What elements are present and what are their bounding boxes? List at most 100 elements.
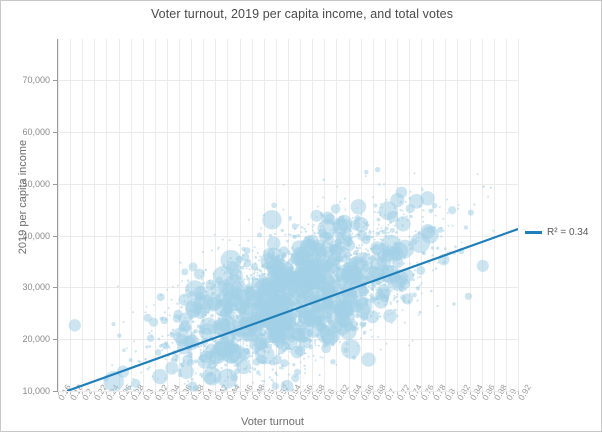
scatter-point — [349, 219, 361, 231]
scatter-point — [373, 293, 389, 309]
scatter-point — [385, 342, 388, 345]
y-axis-title: 2019 per capita income — [17, 139, 29, 255]
scatter-point — [396, 293, 399, 296]
scatter-point — [254, 262, 257, 265]
scatter-point — [258, 273, 261, 276]
y-tick-mark — [53, 132, 57, 134]
scatter-point — [152, 368, 168, 385]
scatter-point — [357, 218, 360, 221]
scatter-point — [253, 367, 257, 371]
scatter-point — [476, 259, 489, 272]
scatter-point — [421, 215, 424, 218]
scatter-point — [161, 343, 164, 346]
scatter-point — [217, 246, 220, 249]
scatter-point — [303, 357, 306, 360]
scatter-point — [304, 352, 307, 355]
scatter-point — [371, 256, 374, 259]
x-tick-mark — [457, 391, 459, 395]
scatter-point — [397, 218, 400, 222]
scatter-point — [278, 366, 282, 370]
scatter-point — [111, 363, 114, 366]
scatter-point — [430, 289, 433, 293]
scatter-point — [68, 319, 81, 332]
scatter-point — [434, 267, 438, 270]
scatter-point — [380, 227, 383, 230]
x-tick-mark — [142, 391, 144, 395]
scatter-point — [395, 295, 398, 299]
scatter-point — [261, 264, 265, 267]
scatter-point — [128, 386, 131, 389]
scatter-point — [379, 348, 382, 351]
scatter-point — [343, 197, 347, 200]
scatter-point — [165, 345, 168, 348]
scatter-point — [392, 261, 395, 264]
scatter-point — [242, 342, 245, 345]
scatter-point — [313, 342, 316, 344]
scatter-point — [311, 226, 314, 229]
scatter-point — [208, 320, 211, 323]
scatter-point — [224, 363, 228, 367]
scatter-point — [312, 223, 315, 227]
scatter-point — [420, 282, 423, 285]
scatter-point — [253, 246, 256, 249]
scatter-point — [378, 312, 381, 315]
scatter-point — [342, 264, 346, 267]
scatter-point — [446, 251, 449, 254]
scatter-point — [339, 287, 342, 290]
scatter-point — [447, 224, 450, 227]
scatter-point — [322, 196, 325, 199]
scatter-point — [357, 247, 360, 250]
scatter-point — [233, 364, 236, 367]
scatter-point — [446, 198, 449, 201]
scatter-point — [251, 352, 254, 355]
scatter-point — [400, 294, 406, 301]
scatter-point — [404, 200, 407, 203]
scatter-point — [390, 322, 393, 325]
scatter-point — [134, 350, 137, 353]
x-tick-mark — [191, 391, 193, 395]
scatter-point — [384, 226, 389, 231]
y-tick-label: 40,000 — [22, 230, 50, 241]
scatter-point — [210, 249, 213, 252]
scatter-point — [245, 344, 248, 347]
scatter-point — [289, 233, 292, 236]
scatter-point — [365, 248, 368, 251]
scatter-point — [288, 216, 291, 219]
x-tick-mark — [166, 391, 168, 395]
scatter-point — [393, 296, 396, 300]
scatter-point — [374, 166, 381, 173]
scatter-point — [408, 235, 411, 238]
x-tick-mark — [118, 391, 120, 395]
scatter-point — [184, 317, 187, 320]
x-tick-mark — [82, 391, 84, 395]
scatter-point — [288, 350, 291, 353]
scatter-point — [280, 359, 289, 368]
scatter-point — [444, 257, 447, 260]
scatter-point — [261, 380, 264, 383]
scatter-point — [161, 335, 164, 338]
scatter-point — [217, 248, 220, 251]
scatter-point — [288, 217, 292, 221]
scatter-point — [292, 363, 296, 367]
scatter-point — [246, 276, 251, 281]
scatter-point — [473, 203, 476, 206]
scatter-point — [199, 372, 204, 377]
scatter-point — [303, 364, 306, 368]
y-tick-label: 30,000 — [22, 282, 50, 293]
scatter-point — [171, 285, 174, 288]
scatter-point — [241, 246, 246, 252]
x-tick-mark — [58, 391, 59, 395]
scatter-point — [193, 359, 198, 364]
scatter-point — [350, 198, 367, 215]
x-tick-label: 0.92 — [516, 382, 533, 402]
scatter-point — [117, 333, 122, 338]
scatter-point — [377, 223, 380, 226]
scatter-point — [438, 205, 441, 208]
scatter-point — [408, 344, 411, 347]
scatter-point — [272, 354, 282, 365]
scatter-point — [190, 307, 198, 314]
scatter-point — [209, 373, 213, 377]
scatter-point — [168, 314, 171, 317]
scatter-point — [248, 359, 251, 362]
x-tick-mark — [130, 391, 132, 395]
